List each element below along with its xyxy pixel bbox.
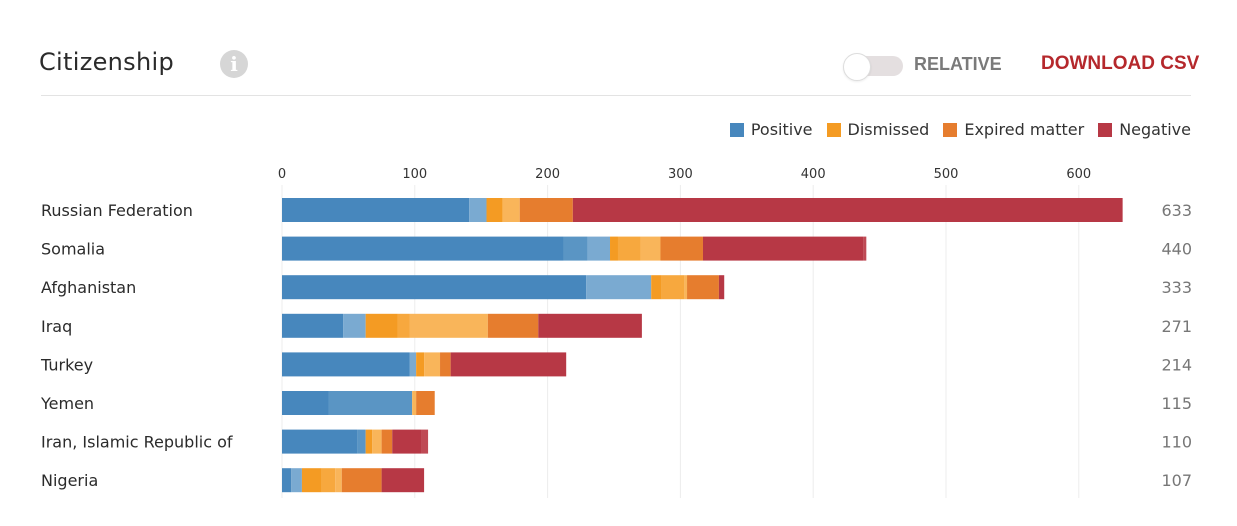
total-value-label: 107 (1161, 471, 1192, 490)
bar-segment-expired-matter[interactable]: Turkey – Expired matter: 8 (440, 352, 451, 377)
bar-segment-positive[interactable]: Yemen – Positive: 35 (282, 391, 329, 415)
bar-segment-expired-matter[interactable]: Russian Federation – Expired matter: 40 (519, 198, 573, 222)
bar-segment-dismissed[interactable]: Yemen – Dismissed: 3 (412, 391, 417, 415)
category-label: Nigeria (41, 471, 98, 490)
legend: Positive Dismissed Expired matter Negati… (729, 120, 1191, 139)
bar-segment-positive[interactable]: Somalia – Positive: 18 (563, 236, 588, 261)
bar-segment-dismissed[interactable]: Afghanistan – Dismissed: 2 (684, 275, 688, 300)
bar-segment-positive[interactable]: Afghanistan – Positive: 49 (586, 275, 652, 300)
x-tick-label: 500 (934, 167, 959, 182)
total-value-label: 333 (1161, 278, 1192, 297)
legend-swatch (826, 122, 841, 137)
total-value-label: 271 (1161, 317, 1192, 336)
bar-segment-expired-matter[interactable]: Somalia – Expired matter: 32 (660, 236, 703, 261)
x-tick-label: 200 (535, 167, 560, 182)
bar-segment-dismissed[interactable]: Nigeria – Dismissed: 15 (301, 468, 322, 493)
bar-segment-expired-matter[interactable]: Iran, Islamic Republic of – Expired matt… (381, 429, 393, 454)
bar-segment-positive[interactable]: Iran, Islamic Republic of – Positive: 57 (282, 429, 358, 454)
legend-label: Positive (750, 120, 813, 139)
legend-label: Expired matter (964, 120, 1085, 139)
x-tick-label: 600 (1066, 167, 1091, 182)
info-circle-icon[interactable]: i (220, 50, 248, 78)
toggle-knob[interactable] (843, 53, 871, 81)
bar-segment-positive[interactable]: Somalia – Positive: 212 (282, 236, 564, 261)
bar-segment-negative[interactable]: Somalia – Negative: 121 (702, 236, 864, 261)
bar-segment-positive[interactable]: Turkey – Positive: 5 (409, 352, 417, 377)
total-value-label: 115 (1161, 394, 1192, 413)
bar-segment-dismissed[interactable]: Afghanistan – Dismissed: 17 (661, 275, 685, 300)
bar-segment-positive[interactable]: Iran, Islamic Republic of – Positive: 6 (357, 429, 366, 454)
x-tick-label: 300 (668, 167, 693, 182)
bar-segment-dismissed[interactable]: Nigeria – Dismissed: 5 (335, 468, 342, 493)
bar-segment-positive[interactable]: Nigeria – Positive: 7 (282, 468, 292, 493)
bar-segment-positive[interactable]: Yemen – Positive: 63 (328, 391, 413, 415)
bar-segment-dismissed[interactable]: Nigeria – Dismissed: 10 (321, 468, 336, 493)
legend-swatch (943, 122, 958, 137)
bar-segment-expired-matter[interactable]: Iraq – Expired matter: 38 (487, 313, 539, 338)
category-label: Yemen (40, 394, 94, 413)
bar-segment-dismissed[interactable]: Russian Federation – Dismissed: 12 (486, 198, 503, 222)
bar-segment-positive[interactable]: Nigeria – Positive: 8 (291, 468, 302, 493)
legend-label: Negative (1119, 120, 1191, 139)
bar-segment-expired-matter[interactable]: Nigeria – Expired matter: 30 (341, 468, 382, 493)
legend-item-expired-matter[interactable]: Expired matter (943, 120, 1084, 139)
category-label: Afghanistan (41, 278, 136, 297)
download-csv-button[interactable]: DOWNLOAD CSV (1041, 53, 1200, 74)
legend-item-dismissed[interactable]: Dismissed (826, 120, 930, 139)
bar-segment-positive[interactable]: Russian Federation – Positive: 13 (469, 198, 487, 222)
total-value-label: 110 (1161, 433, 1192, 452)
bar-segment-dismissed[interactable]: Somalia – Dismissed: 17 (617, 236, 641, 261)
category-label: Turkey (40, 355, 93, 374)
relative-label[interactable]: RELATIVE (914, 54, 1002, 74)
bar-segment-dismissed[interactable]: Russian Federation – Dismissed: 13 (502, 198, 520, 222)
bar-segment-expired-matter[interactable]: Yemen – Expired matter: 14 (416, 391, 435, 415)
bar-segment-dismissed[interactable]: Turkey – Dismissed: 12 (424, 352, 441, 377)
header-divider (41, 95, 1191, 96)
bar-segment-dismissed[interactable]: Somalia – Dismissed: 6 (610, 236, 618, 261)
bar-segment-negative[interactable]: Somalia – Negative: 2 (863, 236, 867, 261)
x-tick-label: 0 (278, 167, 286, 182)
bar-segment-negative[interactable]: Iran, Islamic Republic of – Negative: 5 (421, 429, 429, 454)
category-label: Somalia (41, 240, 105, 259)
bar-segment-dismissed[interactable]: Somalia – Dismissed: 15 (640, 236, 661, 261)
bar-segment-positive[interactable]: Russian Federation – Positive: 141 (282, 198, 470, 222)
total-value-label: 633 (1161, 201, 1192, 220)
bar-segment-negative[interactable]: Iraq – Negative: 78 (538, 313, 642, 338)
category-label: Iran, Islamic Republic of (41, 433, 233, 452)
bar-segment-positive[interactable]: Turkey – Positive: 96 (282, 352, 410, 377)
bar-segment-dismissed[interactable]: Afghanistan – Dismissed: 8 (651, 275, 662, 300)
bar-segment-positive[interactable]: Iraq – Positive: 46 (282, 313, 344, 338)
bar-segment-dismissed[interactable]: Iran, Islamic Republic of – Dismissed: 7 (372, 429, 382, 454)
bar-segment-dismissed[interactable]: Iran, Islamic Republic of – Dismissed: 5 (365, 429, 373, 454)
chart-title: Citizenship (39, 48, 174, 76)
bar-segment-negative[interactable]: Russian Federation – Negative: 414 (572, 198, 1123, 222)
total-value-label: 214 (1161, 355, 1192, 374)
bar-segment-dismissed[interactable]: Iraq – Dismissed: 24 (365, 313, 398, 338)
x-tick-label: 100 (402, 167, 427, 182)
relative-toggle[interactable] (843, 53, 903, 81)
legend-item-negative[interactable]: Negative (1098, 120, 1191, 139)
bar-segment-negative[interactable]: Turkey – Negative: 87 (450, 352, 567, 377)
legend-item-positive[interactable]: Positive (729, 120, 813, 139)
x-tick-label: 400 (801, 167, 826, 182)
legend-swatch (729, 122, 744, 137)
bar-segment-expired-matter[interactable]: Afghanistan – Expired matter: 24 (687, 275, 719, 300)
bar-segment-dismissed[interactable]: Turkey – Dismissed: 6 (416, 352, 425, 377)
category-label: Russian Federation (41, 201, 193, 220)
bar-segment-positive[interactable]: Afghanistan – Positive: 229 (282, 275, 587, 300)
legend-swatch (1098, 122, 1113, 137)
total-value-label: 440 (1161, 240, 1192, 259)
bar-segment-dismissed[interactable]: Iraq – Dismissed: 9 (397, 313, 410, 338)
bar-segment-positive[interactable]: Iraq – Positive: 17 (343, 313, 366, 338)
bar-segment-positive[interactable]: Somalia – Positive: 17 (587, 236, 611, 261)
bar-segment-dismissed[interactable]: Iraq – Dismissed: 59 (409, 313, 488, 338)
category-label: Iraq (41, 317, 72, 336)
bar-segment-negative[interactable]: Iran, Islamic Republic of – Negative: 22 (392, 429, 422, 454)
legend-label: Dismissed (847, 120, 930, 139)
bar-segment-negative[interactable]: Afghanistan – Negative: 4 (718, 275, 725, 300)
bar-segment-negative[interactable]: Nigeria – Negative: 32 (381, 468, 425, 493)
